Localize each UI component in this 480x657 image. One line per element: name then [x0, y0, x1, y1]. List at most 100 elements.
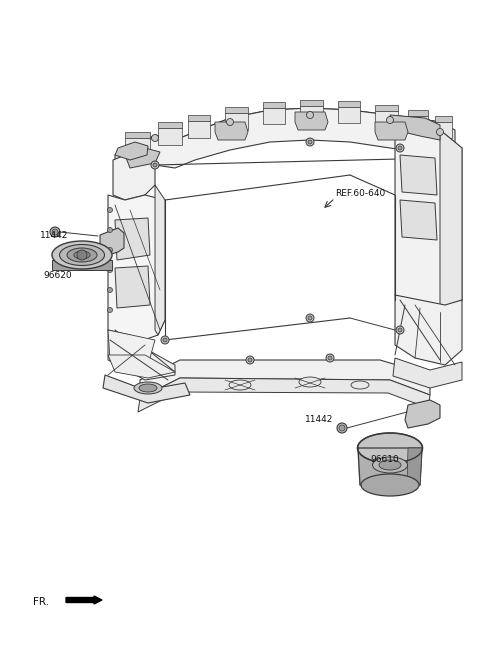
Circle shape	[436, 129, 444, 135]
Polygon shape	[100, 228, 124, 255]
Circle shape	[396, 326, 404, 334]
Polygon shape	[440, 130, 462, 315]
Polygon shape	[375, 122, 408, 140]
Ellipse shape	[67, 248, 97, 262]
Polygon shape	[115, 218, 150, 260]
Circle shape	[328, 356, 332, 360]
Circle shape	[306, 314, 314, 322]
Ellipse shape	[358, 433, 422, 463]
Circle shape	[52, 229, 58, 235]
Circle shape	[386, 116, 394, 124]
Circle shape	[50, 227, 60, 237]
Polygon shape	[408, 110, 428, 116]
Circle shape	[108, 288, 112, 292]
Polygon shape	[188, 115, 210, 121]
Circle shape	[308, 316, 312, 320]
Polygon shape	[158, 128, 182, 145]
Circle shape	[108, 248, 112, 252]
Polygon shape	[215, 122, 248, 140]
Circle shape	[108, 267, 112, 273]
Polygon shape	[158, 122, 182, 128]
Circle shape	[307, 112, 313, 118]
Polygon shape	[225, 113, 248, 130]
Ellipse shape	[229, 380, 251, 390]
Polygon shape	[115, 142, 148, 160]
Text: 11442: 11442	[40, 231, 68, 240]
Circle shape	[248, 358, 252, 362]
Circle shape	[396, 144, 404, 152]
Text: 96610: 96610	[370, 455, 399, 464]
Polygon shape	[408, 116, 428, 133]
Polygon shape	[338, 107, 360, 123]
Polygon shape	[393, 358, 462, 388]
Circle shape	[77, 250, 87, 260]
Circle shape	[153, 163, 157, 167]
Polygon shape	[300, 100, 323, 106]
Circle shape	[108, 208, 112, 212]
Circle shape	[108, 307, 112, 313]
Polygon shape	[225, 107, 248, 113]
Polygon shape	[125, 132, 150, 138]
FancyArrow shape	[66, 596, 102, 604]
Polygon shape	[115, 108, 455, 185]
Ellipse shape	[52, 241, 112, 269]
Polygon shape	[295, 112, 328, 130]
Polygon shape	[125, 148, 160, 168]
Polygon shape	[390, 115, 440, 140]
Polygon shape	[300, 106, 323, 122]
Circle shape	[306, 138, 314, 146]
Circle shape	[398, 328, 402, 332]
Polygon shape	[435, 116, 452, 122]
Circle shape	[151, 161, 159, 169]
Ellipse shape	[379, 460, 401, 470]
Ellipse shape	[139, 384, 157, 392]
Polygon shape	[400, 155, 437, 195]
Polygon shape	[108, 355, 175, 378]
Ellipse shape	[351, 381, 369, 389]
Polygon shape	[263, 102, 285, 108]
Polygon shape	[395, 125, 462, 315]
Polygon shape	[188, 121, 210, 138]
Text: REF.60-640: REF.60-640	[335, 189, 385, 198]
Polygon shape	[435, 122, 452, 138]
Text: FR.: FR.	[33, 597, 49, 607]
Polygon shape	[115, 108, 455, 172]
Polygon shape	[52, 260, 112, 270]
Circle shape	[326, 354, 334, 362]
Polygon shape	[138, 378, 430, 412]
Polygon shape	[108, 330, 175, 380]
Polygon shape	[140, 360, 430, 398]
Polygon shape	[108, 195, 165, 345]
Text: 11442: 11442	[305, 415, 334, 424]
Polygon shape	[125, 138, 150, 155]
Circle shape	[161, 336, 169, 344]
Circle shape	[227, 118, 233, 125]
Ellipse shape	[361, 474, 419, 496]
Polygon shape	[375, 111, 398, 128]
Circle shape	[152, 135, 158, 141]
Polygon shape	[115, 266, 150, 308]
Polygon shape	[108, 330, 155, 365]
Polygon shape	[338, 101, 360, 107]
Circle shape	[108, 227, 112, 233]
Circle shape	[339, 425, 345, 431]
Circle shape	[308, 140, 312, 144]
Polygon shape	[400, 200, 437, 240]
Circle shape	[337, 423, 347, 433]
Ellipse shape	[134, 382, 162, 394]
Ellipse shape	[299, 377, 321, 387]
Polygon shape	[405, 400, 440, 428]
Polygon shape	[358, 448, 422, 485]
Circle shape	[398, 146, 402, 150]
Polygon shape	[395, 295, 462, 365]
Text: 96620: 96620	[43, 271, 72, 279]
Ellipse shape	[60, 244, 105, 265]
Polygon shape	[375, 105, 398, 111]
Circle shape	[163, 338, 167, 342]
Polygon shape	[263, 108, 285, 124]
Ellipse shape	[74, 251, 90, 259]
Polygon shape	[103, 375, 190, 403]
Circle shape	[246, 356, 254, 364]
Polygon shape	[155, 185, 165, 335]
Ellipse shape	[372, 457, 408, 473]
